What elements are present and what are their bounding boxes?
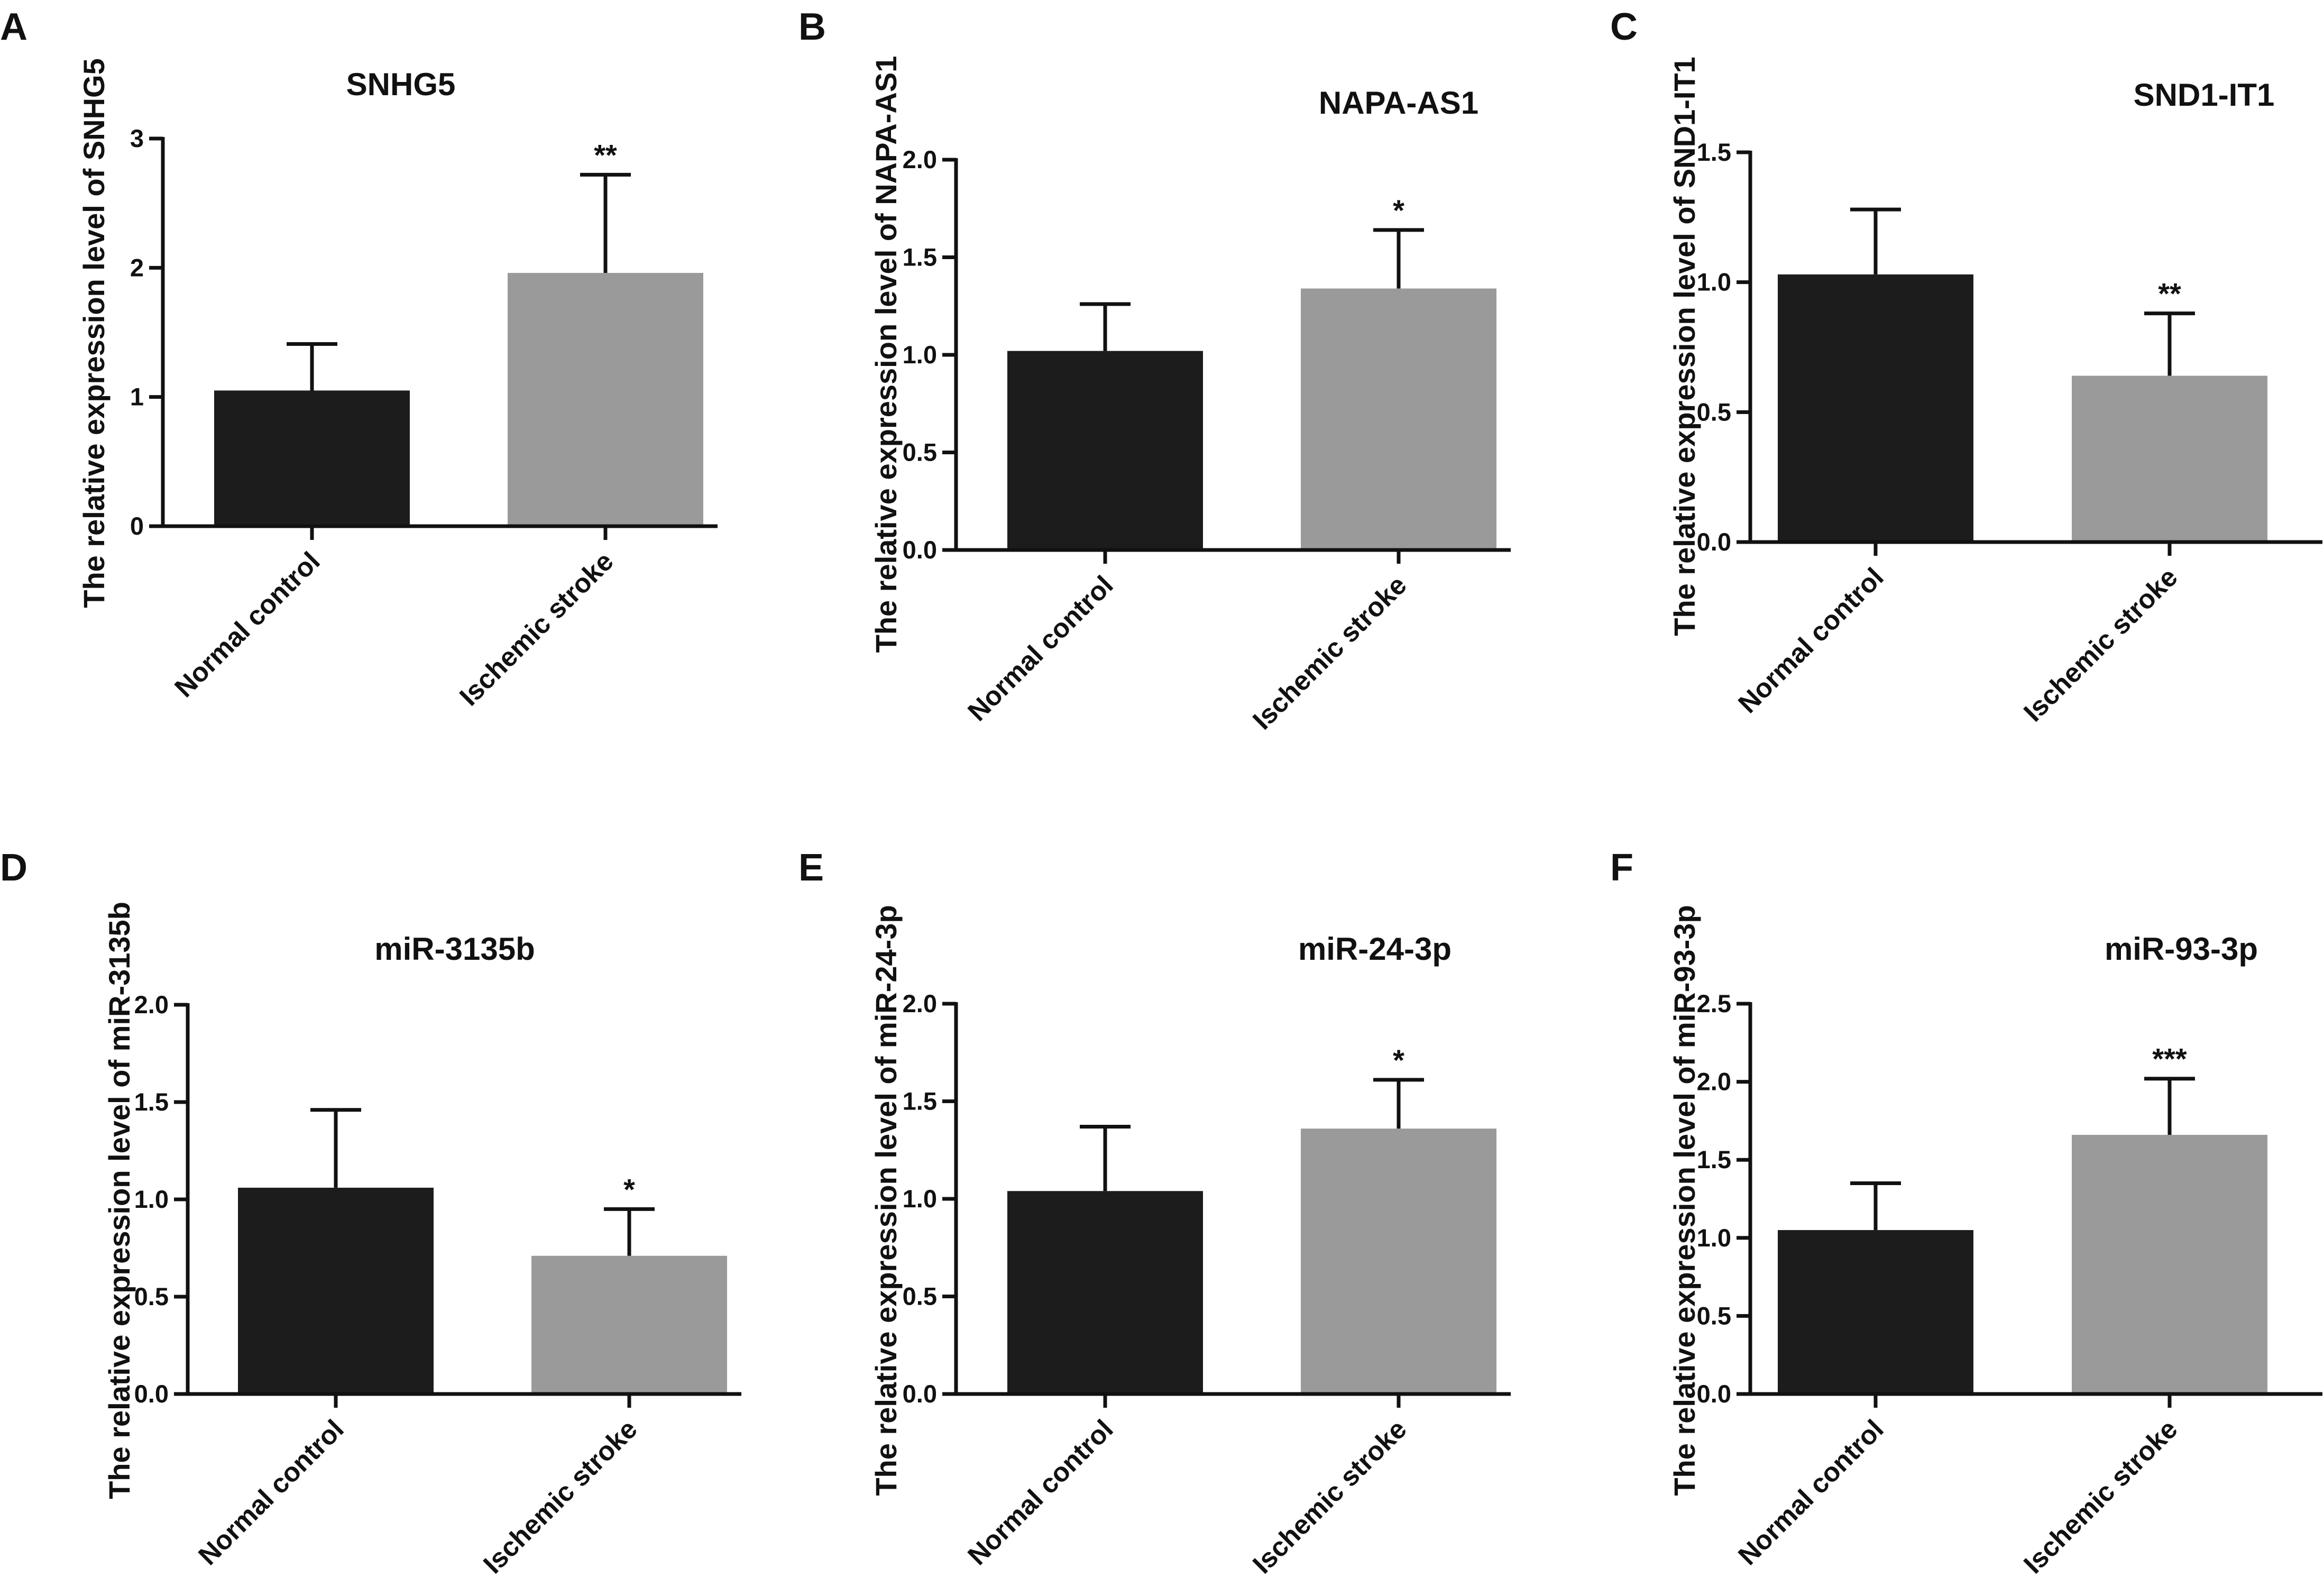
significance-marker: ** [594,138,617,171]
y-tick-label: 1.5 [903,243,937,271]
y-tick-label: 0.5 [1697,1301,1731,1329]
panel-letter: C [1610,6,1638,48]
x-tick-label: Ischemic stroke [477,1414,643,1579]
bar-ischemic-stroke [2072,375,2267,542]
y-tick-label: 0.0 [903,1380,937,1408]
chart-panel-b: B NAPA-AS1 The relative expression level o… [798,6,1511,735]
panel-letter: D [0,847,27,889]
chart-title: miR-24-3p [1298,931,1452,967]
bar-ischemic-stroke [508,273,703,526]
y-tick-label: 2.0 [903,989,937,1017]
y-tick-label: 0.5 [903,1282,937,1310]
bar-normal-control [214,390,410,526]
y-tick-label: 2 [130,253,144,281]
panel-letter: E [798,847,824,889]
y-tick-label: 1.5 [1697,138,1731,166]
y-tick-label: 2.0 [134,990,169,1019]
significance-marker: * [623,1172,635,1206]
x-tick-label: Normal control [1732,562,1889,719]
chart-panel-a: A SNHG5 The relative expression level of S… [0,6,718,711]
chart-title: miR-93-3p [2105,931,2258,967]
y-tick-label: 1.0 [1697,268,1731,296]
significance-marker: * [1393,194,1404,227]
bar-normal-control [1007,1191,1203,1394]
bar-normal-control [1778,1230,1973,1394]
bar-normal-control [238,1187,434,1394]
bar-normal-control [1007,351,1203,550]
y-axis-label: The relative expression level of miR-24-… [869,905,903,1496]
x-tick-label: Ischemic stroke [1247,570,1412,735]
y-tick-label: 3 [130,124,144,152]
chart-panel-c: C SND1-IT1 The relative expression level o… [1610,6,2322,727]
y-tick-label: 0 [130,512,144,540]
y-tick-label: 0.0 [1697,1380,1731,1408]
significance-marker: *** [2152,1042,2187,1076]
y-tick-label: 1.0 [1697,1224,1731,1252]
y-tick-label: 0.0 [903,536,937,564]
y-tick-label: 0.0 [134,1380,169,1408]
y-tick-label: 1.0 [903,341,937,369]
chart-title: miR-3135b [374,931,535,967]
x-tick-label: Normal control [192,1414,350,1571]
y-tick-label: 2.5 [1697,989,1731,1017]
x-tick-label: Normal control [962,1414,1119,1571]
y-tick-label: 2.0 [903,145,937,173]
bar-ischemic-stroke [531,1255,727,1394]
x-tick-label: Normal control [169,546,326,703]
panel-letter: A [0,6,27,48]
y-tick-label: 1.5 [134,1088,169,1116]
chart-title: NAPA-AS1 [1319,85,1478,121]
y-tick-label: 0.0 [1697,528,1731,556]
bar-ischemic-stroke [1301,1129,1496,1394]
bar-normal-control [1778,274,1973,542]
y-tick-label: 2.0 [1697,1068,1731,1096]
y-tick-label: 0.5 [134,1282,169,1310]
y-tick-label: 1 [130,383,144,411]
panel-letter: F [1610,847,1633,889]
y-tick-label: 0.5 [903,438,937,466]
y-tick-label: 0.5 [1697,398,1731,426]
y-tick-label: 1.0 [903,1185,937,1213]
x-tick-label: Ischemic stroke [1247,1414,1412,1579]
panel-letter: B [798,6,826,48]
x-tick-label: Ischemic stroke [454,546,619,711]
y-tick-label: 1.5 [903,1087,937,1115]
y-axis-label: The relative expression level of miR-93-… [1668,905,1701,1496]
y-axis-label: The relative expression level of SNHG5 [77,58,111,608]
y-axis-label: The relative expression level of miR-313… [103,902,136,1499]
x-tick-label: Normal control [962,570,1119,727]
significance-marker: ** [2158,277,2181,310]
x-tick-label: Ischemic stroke [2018,562,2183,727]
y-tick-label: 1.0 [134,1185,169,1213]
significance-marker: * [1393,1043,1404,1077]
y-axis-label: The relative expression level of SND1-IT… [1668,57,1701,636]
chart-title: SNHG5 [346,67,456,102]
x-tick-label: Ischemic stroke [2018,1414,2183,1579]
y-axis-label: The relative expression level of NAPA-AS… [869,56,903,653]
bar-ischemic-stroke [1301,288,1496,550]
x-tick-label: Normal control [1732,1414,1889,1571]
y-tick-label: 1.5 [1697,1145,1731,1173]
chart-title: SND1-IT1 [2134,77,2275,113]
bar-ischemic-stroke [2072,1134,2267,1394]
